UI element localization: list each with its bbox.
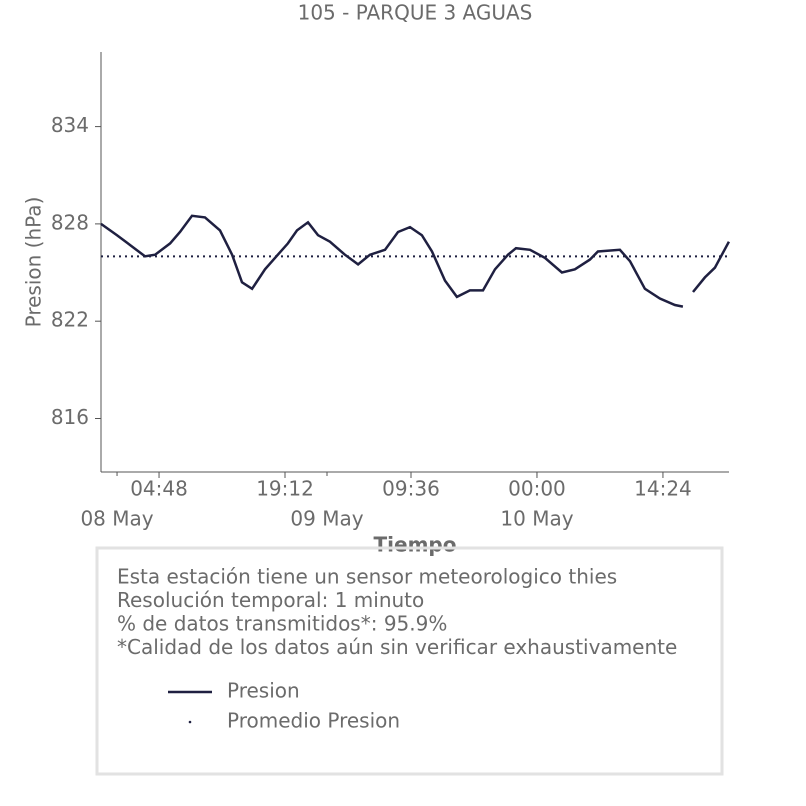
legend-label: Presion <box>227 679 300 703</box>
x-tick-label: 00:00 <box>508 477 566 501</box>
info-line: Esta estación tiene un sensor meteorolog… <box>117 565 617 589</box>
info-line: % de datos transmitidos*: 95.9% <box>117 612 447 636</box>
x-date-label: 09 May <box>290 507 363 531</box>
y-axis-label: Presion (hPa) <box>22 197 46 328</box>
legend-label: Promedio Presion <box>227 709 400 733</box>
x-date-label: 08 May <box>80 507 153 531</box>
legend-dot <box>188 720 192 724</box>
y-tick-label: 816 <box>51 405 89 429</box>
x-tick-label: 19:12 <box>256 477 314 501</box>
y-tick-label: 828 <box>51 210 89 234</box>
y-tick-label: 834 <box>51 113 89 137</box>
x-tick-label: 04:48 <box>130 477 188 501</box>
info-box <box>95 546 724 776</box>
info-line: Resolución temporal: 1 minuto <box>117 588 424 612</box>
x-tick-label: 09:36 <box>382 477 440 501</box>
chart-title: 105 - PARQUE 3 AGUAS <box>298 1 533 25</box>
series-line <box>100 214 731 308</box>
x-tick-label: 14:24 <box>634 477 692 501</box>
x-axis-label: Tiempo <box>374 533 457 557</box>
x-date-label: 10 May <box>500 507 573 531</box>
info-line: *Calidad de los datos aún sin verificar … <box>117 635 677 659</box>
y-tick-label: 822 <box>51 308 89 332</box>
